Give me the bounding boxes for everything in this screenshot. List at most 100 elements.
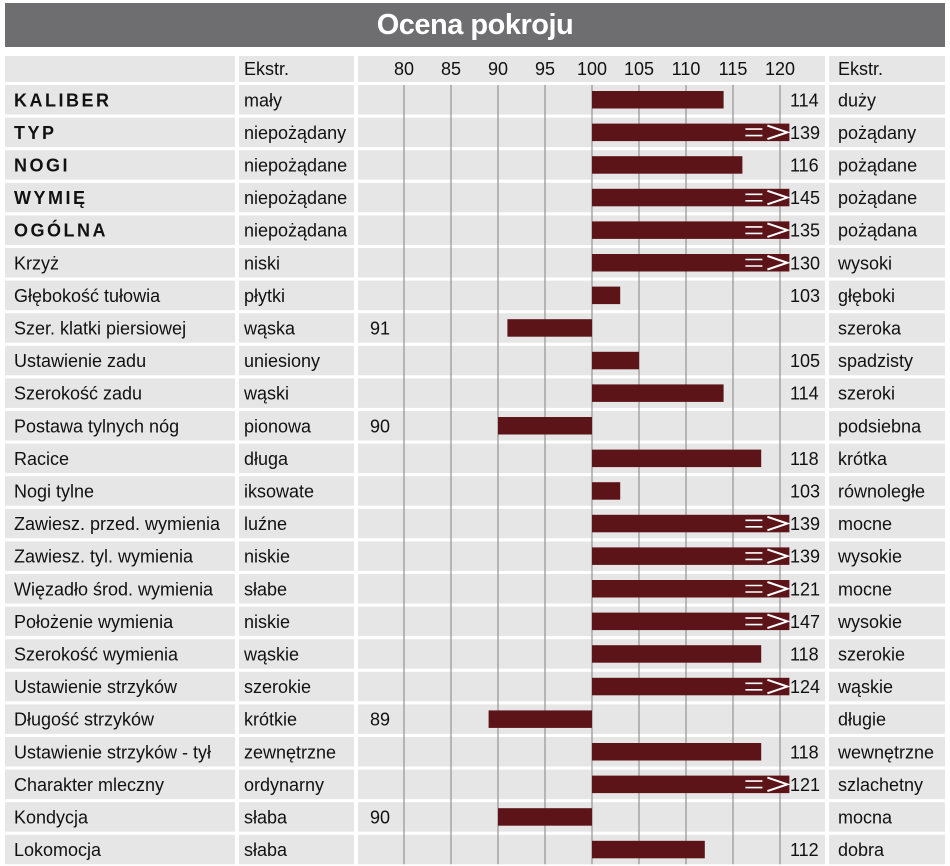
bar: [592, 514, 790, 533]
row-cell: [5, 215, 235, 245]
row-extreme-right: duży: [838, 90, 876, 110]
row-extreme-right: wewnętrzne: [837, 742, 934, 762]
row-cell: [239, 704, 354, 734]
bar: [592, 612, 790, 631]
row-cell: [239, 802, 354, 832]
row-cell: [829, 443, 945, 474]
row-extreme-left: szerokie: [244, 677, 311, 697]
row-cell: [239, 639, 354, 669]
overflow-arrow-icon: [767, 255, 791, 271]
bar: [592, 254, 790, 272]
bar: [592, 286, 621, 305]
overflow-arrow-icon: [767, 222, 791, 238]
axis-tick-label: 95: [535, 59, 555, 79]
row-extreme-right: długie: [838, 710, 886, 730]
row-label: Lokomocja: [14, 840, 102, 860]
row-cell: [829, 671, 945, 702]
overflow-arrow-icon: [767, 581, 791, 597]
row-extreme-right: wysoki: [837, 253, 892, 273]
row-cell: [5, 508, 235, 539]
row-extreme-right: mocne: [838, 579, 892, 599]
header-cell: [829, 56, 945, 82]
row-extreme-right: szeroki: [838, 384, 895, 404]
row-extreme-right: mocna: [838, 807, 893, 827]
row-label: Głębokość tułowia: [14, 286, 161, 306]
row-cell: [829, 574, 945, 604]
row-label: Położenie wymienia: [14, 612, 174, 632]
row-extreme-right: równoległe: [838, 481, 925, 501]
bar-value-label: 121: [790, 579, 820, 599]
row-cell: [5, 541, 235, 571]
row-extreme-left: zewnętrzne: [244, 742, 336, 762]
row-cell: [239, 182, 354, 213]
row-extreme-right: wąskie: [837, 677, 893, 697]
row-cell: [829, 737, 945, 767]
row-cell: [239, 248, 354, 278]
bar-value-label: 91: [370, 318, 390, 338]
row-label: Ustawienie zadu: [14, 351, 146, 371]
bar: [592, 188, 790, 207]
overflow-arrow-icon: [767, 189, 791, 206]
row-extreme-left: niski: [244, 253, 280, 273]
bar-value-label: 130: [790, 253, 820, 273]
bar-value-label: 145: [790, 188, 820, 208]
bar: [498, 417, 592, 435]
row-cell: [5, 248, 235, 278]
row-extreme-left: uniesiony: [244, 351, 320, 371]
row-label: NOGI: [14, 155, 70, 175]
row-cell: [5, 345, 235, 376]
header-ekstr-left: Ekstr.: [244, 59, 289, 79]
row-label: OGÓLNA: [14, 220, 108, 241]
row-cell: [239, 574, 354, 604]
row-cell: [5, 182, 235, 213]
row-extreme-right: pożądane: [838, 188, 917, 208]
row-cell: [829, 606, 945, 637]
row-cell: [829, 769, 945, 800]
row-extreme-left: wąska: [243, 318, 296, 338]
chart-title: Ocena pokroju: [5, 3, 945, 47]
row-cell: [5, 280, 235, 311]
overflow-arrow-icon: [767, 548, 791, 564]
bar-value-label: 116: [790, 155, 819, 175]
row-extreme-left: iksowate: [244, 481, 314, 501]
row-cell: [5, 802, 235, 832]
row-cell: [5, 606, 235, 637]
bar: [592, 351, 639, 370]
row-extreme-left: pionowa: [244, 416, 312, 436]
bar-value-label: 118: [790, 742, 819, 762]
row-extreme-right: pożądane: [838, 155, 917, 175]
row-cell: [5, 834, 235, 865]
row-cell: [829, 704, 945, 734]
row-extreme-right: głęboki: [838, 286, 895, 306]
row-cell: [829, 248, 945, 278]
axis-tick-label: 80: [394, 59, 414, 79]
row-label: Postawa tylnych nóg: [14, 416, 179, 436]
row-cell: [829, 802, 945, 832]
row-cell: [829, 834, 945, 865]
row-cell: [829, 313, 945, 343]
bar-value-label: 139: [790, 547, 820, 567]
bar: [507, 319, 592, 337]
row-cell: [5, 150, 235, 180]
overflow-arrow-icon: [767, 678, 791, 695]
bar: [592, 482, 621, 500]
bar: [592, 156, 743, 174]
row-cell: [829, 411, 945, 441]
axis-tick-label: 120: [765, 59, 795, 79]
row-label: Szerokość wymienia: [14, 644, 179, 664]
row-extreme-left: słaba: [244, 840, 288, 860]
bar: [592, 677, 790, 696]
row-cell: [5, 737, 235, 767]
row-cell: [239, 508, 354, 539]
row-label: Szer. klatki piersiowej: [14, 318, 186, 338]
row-cell: [239, 150, 354, 180]
row-cell: [5, 117, 235, 148]
row-extreme-left: niepożądane: [244, 188, 347, 208]
row-cell: [829, 508, 945, 539]
row-cell: [829, 476, 945, 506]
bar: [592, 91, 724, 109]
bar-value-label: 139: [790, 123, 820, 143]
row-cell: [239, 737, 354, 767]
row-cell: [829, 280, 945, 311]
row-cell: [5, 704, 235, 734]
